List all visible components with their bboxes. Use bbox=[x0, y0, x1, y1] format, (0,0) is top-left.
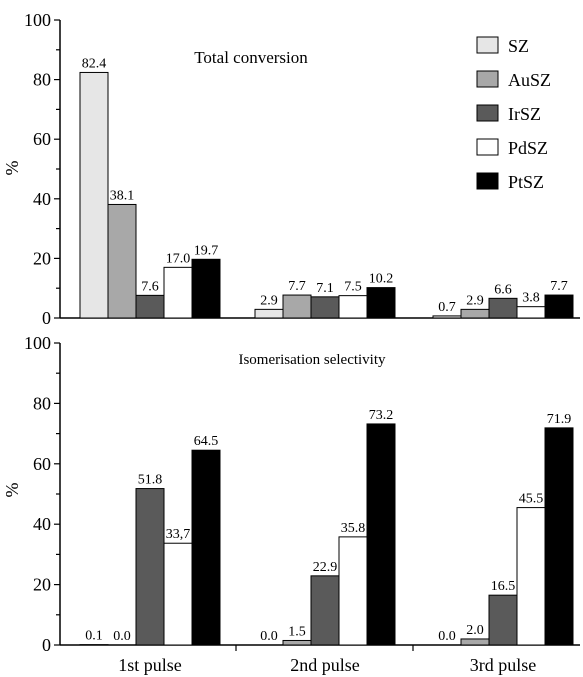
total-conversion-bar-sz-3rd-pulse bbox=[432, 315, 462, 319]
isomerisation-selectivity-bar-ptsz-1st-pulse bbox=[191, 449, 221, 646]
isomerisation-selectivity-data-label: 35.8 bbox=[341, 521, 366, 536]
isomerisation-selectivity-data-label: 71.9 bbox=[547, 412, 572, 427]
total-conversion-data-label: 3.8 bbox=[522, 291, 540, 306]
isomerisation-selectivity-y-tick-label: 0 bbox=[42, 635, 51, 655]
legend-label-irsz: IrSZ bbox=[508, 104, 541, 124]
legend-label-ausz: AuSZ bbox=[508, 70, 551, 90]
isomerisation-selectivity-bar-irsz-3rd-pulse bbox=[488, 594, 518, 646]
isomerisation-selectivity-panel: Isomerisation selectivity % 0 20 40 60 80 100… bbox=[2, 333, 580, 675]
legend: SZ AuSZ IrSZ PdSZ PtSZ bbox=[476, 36, 551, 192]
legend-label-pdsz: PdSZ bbox=[508, 138, 548, 158]
isomerisation-selectivity-data-label: 0.0 bbox=[260, 629, 278, 644]
isomerisation-selectivity-bar-irsz-1st-pulse bbox=[135, 488, 165, 646]
total-conversion-bar-irsz-3rd-pulse bbox=[488, 297, 518, 319]
total-conversion-bar-ausz-1st-pulse bbox=[107, 203, 137, 319]
total-conversion-data-label: 0.7 bbox=[438, 300, 456, 315]
total-conversion-data-label: 7.7 bbox=[550, 279, 568, 294]
total-conversion-y-tick-label: 0 bbox=[42, 308, 51, 328]
isomerisation-selectivity-data-label: 0.0 bbox=[113, 629, 131, 644]
isomerisation-selectivity-data-label: 2.0 bbox=[466, 623, 484, 638]
total-conversion-data-label: 2.9 bbox=[260, 293, 278, 308]
total-conversion-data-label: 82.4 bbox=[82, 56, 107, 71]
x-category-label-2nd-pulse: 2nd pulse bbox=[290, 655, 360, 675]
legend-label-ptsz: PtSZ bbox=[508, 172, 544, 192]
total-conversion-panel: Total conversion % 0 20 40 60 80 100 82.4 38.1 7… bbox=[2, 10, 580, 328]
isomerisation-selectivity-data-label: 73.2 bbox=[369, 408, 394, 423]
total-conversion-data-label: 10.2 bbox=[369, 272, 394, 287]
total-conversion-data-label: 7.7 bbox=[288, 279, 306, 294]
isomerisation-selectivity-data-label: 51.8 bbox=[138, 473, 163, 488]
total-conversion-data-label: 7.5 bbox=[344, 280, 362, 295]
isomerisation-selectivity-bar-ptsz-2nd-pulse bbox=[366, 423, 396, 646]
total-conversion-y-tick-label: 100 bbox=[24, 10, 51, 30]
total-conversion-bar-irsz-1st-pulse bbox=[135, 294, 165, 319]
total-conversion-bar-irsz-2nd-pulse bbox=[310, 296, 340, 319]
total-conversion-data-label: 2.9 bbox=[466, 293, 484, 308]
legend-swatch-ausz bbox=[476, 70, 499, 88]
total-conversion-data-label: 6.6 bbox=[494, 282, 512, 297]
isomerisation-selectivity-bar-pdsz-2nd-pulse bbox=[338, 536, 368, 646]
x-category-label-1st-pulse: 1st pulse bbox=[118, 655, 182, 675]
isomerisation-selectivity-data-label: 33,7 bbox=[166, 527, 191, 542]
total-conversion-ylabel: % bbox=[2, 161, 22, 176]
isomerisation-selectivity-bar-irsz-2nd-pulse bbox=[310, 575, 340, 646]
isomerisation-selectivity-data-label: 45.5 bbox=[519, 492, 544, 507]
isomerisation-selectivity-data-label: 0.0 bbox=[438, 629, 456, 644]
legend-swatch-irsz bbox=[476, 104, 499, 122]
isomerisation-selectivity-data-label: 22.9 bbox=[313, 560, 338, 575]
isomerisation-selectivity-data-label: 0.1 bbox=[85, 629, 103, 644]
total-conversion-y-tick-label: 80 bbox=[33, 70, 51, 90]
isomerisation-selectivity-data-label: 64.5 bbox=[194, 434, 219, 449]
isomerisation-selectivity-bar-ausz-3rd-pulse bbox=[460, 638, 490, 646]
isomerisation-selectivity-bar-ptsz-3rd-pulse bbox=[544, 427, 574, 646]
total-conversion-bar-ptsz-1st-pulse bbox=[191, 258, 221, 319]
isomerisation-selectivity-ylabel: % bbox=[2, 483, 22, 498]
total-conversion-data-label: 38.1 bbox=[110, 188, 135, 203]
total-conversion-y-tick-label: 40 bbox=[33, 189, 51, 209]
isomerisation-selectivity-y-tick-label: 80 bbox=[33, 393, 51, 413]
total-conversion-bar-pdsz-1st-pulse bbox=[163, 266, 193, 319]
total-conversion-data-label: 17.0 bbox=[166, 251, 191, 266]
total-conversion-bar-pdsz-2nd-pulse bbox=[338, 295, 368, 319]
total-conversion-bar-ptsz-2nd-pulse bbox=[366, 287, 396, 319]
isomerisation-selectivity-bar-ausz-2nd-pulse bbox=[282, 639, 312, 646]
isomerisation-selectivity-bar-pdsz-1st-pulse bbox=[163, 542, 193, 646]
total-conversion-bar-sz-2nd-pulse bbox=[254, 308, 284, 319]
isomerisation-selectivity-title: Isomerisation selectivity bbox=[238, 352, 386, 368]
isomerisation-selectivity-data-label: 1.5 bbox=[288, 624, 306, 639]
total-conversion-bar-ausz-2nd-pulse bbox=[282, 294, 312, 319]
isomerisation-selectivity-bar-pdsz-3rd-pulse bbox=[516, 507, 546, 646]
legend-swatch-ptsz bbox=[476, 172, 499, 190]
isomerisation-selectivity-y-tick-label: 60 bbox=[33, 454, 51, 474]
total-conversion-data-label: 7.6 bbox=[141, 279, 159, 294]
x-category-label-3rd-pulse: 3rd pulse bbox=[470, 655, 537, 675]
isomerisation-selectivity-y-tick-label: 40 bbox=[33, 514, 51, 534]
isomerisation-selectivity-data-label: 16.5 bbox=[491, 579, 516, 594]
isomerisation-selectivity-y-tick-label: 100 bbox=[24, 333, 51, 353]
total-conversion-bar-ptsz-3rd-pulse bbox=[544, 294, 574, 319]
legend-swatch-pdsz bbox=[476, 138, 499, 156]
total-conversion-bar-ausz-3rd-pulse bbox=[460, 308, 490, 319]
total-conversion-title: Total conversion bbox=[194, 48, 308, 67]
legend-swatch-sz bbox=[476, 36, 499, 54]
total-conversion-y-tick-label: 60 bbox=[33, 129, 51, 149]
total-conversion-bar-sz-1st-pulse bbox=[79, 71, 109, 319]
total-conversion-y-tick-label: 20 bbox=[33, 248, 51, 268]
isomerisation-selectivity-y-tick-label: 20 bbox=[33, 575, 51, 595]
total-conversion-data-label: 7.1 bbox=[316, 281, 334, 296]
legend-label-sz: SZ bbox=[508, 36, 529, 56]
total-conversion-bar-pdsz-3rd-pulse bbox=[516, 306, 546, 319]
total-conversion-data-label: 19.7 bbox=[194, 243, 219, 258]
